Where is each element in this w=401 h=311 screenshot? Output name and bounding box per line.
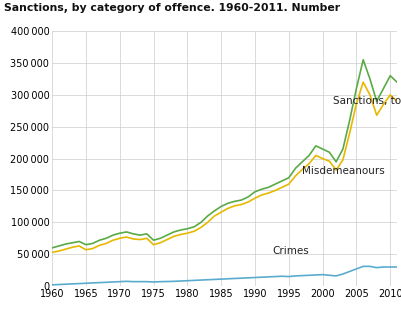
Text: Crimes: Crimes xyxy=(272,245,309,256)
Text: Misdemeanours: Misdemeanours xyxy=(302,166,385,176)
Text: Sanctions, by category of offence. 1960-2011. Number: Sanctions, by category of offence. 1960-… xyxy=(4,3,340,13)
Text: Sanctions, total: Sanctions, total xyxy=(333,96,401,106)
